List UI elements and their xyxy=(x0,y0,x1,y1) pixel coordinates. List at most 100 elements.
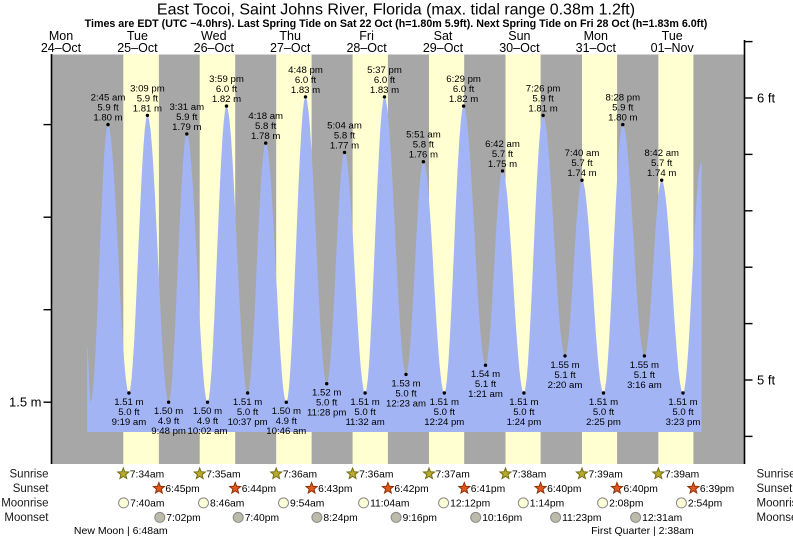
day-date: 29–Oct xyxy=(423,41,464,55)
low-tide-time: 9:19 am xyxy=(112,417,147,428)
low-tide-m: 1.54 m xyxy=(471,369,500,380)
day-name: Tue xyxy=(662,29,683,43)
day-date: 24–Oct xyxy=(41,41,82,55)
moonset-time: 7:40pm xyxy=(245,513,279,524)
high-tide-time: 3:31 am xyxy=(169,102,204,113)
tide-curve-layer xyxy=(87,96,702,433)
low-tide-time: 10:37 pm xyxy=(228,417,268,428)
low-tide-time: 11:28 pm xyxy=(307,408,346,419)
low-tide-time: 2:20 am xyxy=(548,380,583,391)
sunset-icon xyxy=(304,481,319,495)
moonrise-icon xyxy=(118,497,130,509)
high-tide-marker xyxy=(185,132,189,136)
row-label-sunrise-left: Sunrise xyxy=(10,469,49,481)
sunrise-time: 7:39am xyxy=(589,470,623,481)
sunset-icon xyxy=(610,481,624,495)
high-tide-ft: 6.0 ft xyxy=(374,75,396,86)
page-subtitle: Times are EDT (UTC −4.0hrs). Last Spring… xyxy=(85,18,708,30)
high-tide-m: 1.80 m xyxy=(608,113,637,124)
high-tide-time: 7:40 am xyxy=(565,148,600,159)
day-name: Mon xyxy=(584,29,608,43)
low-tide-m: 1.51 m xyxy=(589,397,618,408)
sunrise-time: 7:39am xyxy=(665,470,699,481)
high-tide-ft: 5.8 ft xyxy=(255,121,277,132)
low-tide-m: 1.51 m xyxy=(114,397,143,408)
sunrise-time: 7:38am xyxy=(512,470,546,481)
moonset-icon xyxy=(232,511,244,523)
moonset-icon xyxy=(154,511,166,523)
low-tide-time: 3:16 am xyxy=(627,380,662,391)
moonset-time: 10:16pm xyxy=(482,513,522,524)
sunset-time: 6:42pm xyxy=(394,484,428,495)
moon-phase-label: New Moon | 6:48am xyxy=(74,525,168,537)
high-tide-marker xyxy=(541,113,545,118)
high-tide-time: 6:42 am xyxy=(485,139,520,150)
right-axis-label-5ft: 5 ft xyxy=(757,372,775,387)
low-tide-ft: 5.0 ft xyxy=(434,407,456,418)
day-date: 27–Oct xyxy=(270,41,311,55)
low-tide-marker xyxy=(642,354,647,358)
high-tide-marker xyxy=(264,141,268,145)
sunset-time: 6:41pm xyxy=(471,484,505,495)
low-tide-m: 1.51 m xyxy=(509,397,538,408)
day-date: 26–Oct xyxy=(194,41,235,55)
high-tide-time: 2:45 am xyxy=(91,93,126,104)
high-tide-m: 1.74 m xyxy=(567,168,596,179)
low-tide-marker xyxy=(563,354,567,358)
tide-extreme-labels: 2:45 am5.9 ft1.80 m3:09 pm5.9 ft1.81 m 3:… xyxy=(91,65,701,437)
high-tide-time: 5:04 am xyxy=(327,120,362,131)
high-tide-m: 1.74 m xyxy=(647,168,676,179)
row-label-sunset-right: Sunset xyxy=(757,483,793,495)
high-tide-m: 1.80 m xyxy=(93,113,122,124)
sunset-icon xyxy=(228,481,242,495)
low-tide-marker xyxy=(483,363,488,367)
row-label-moonrise-left: Moonrise xyxy=(1,498,48,510)
low-tide-m: 1.50 m xyxy=(272,406,301,417)
sunset-icon xyxy=(381,481,395,495)
high-tide-time: 4:48 pm xyxy=(288,65,323,76)
high-tide-time: 5:37 pm xyxy=(367,65,402,76)
low-tide-marker xyxy=(601,391,606,395)
left-axis-label: 1.5 m xyxy=(9,394,42,409)
sunset-time: 6:44pm xyxy=(242,484,276,495)
day-date: 30–Oct xyxy=(499,41,540,55)
row-label-moonset-right: Moonset xyxy=(757,512,793,524)
moonset-icon xyxy=(470,511,482,523)
moonset-time: 11:23pm xyxy=(562,513,601,524)
low-tide-m: 1.50 m xyxy=(154,406,183,417)
moonset-icon xyxy=(550,511,562,523)
low-tide-time: 10:46 am xyxy=(266,426,306,437)
high-tide-m: 1.81 m xyxy=(133,103,162,114)
low-tide-marker xyxy=(166,400,171,404)
high-tide-ft: 5.7 ft xyxy=(651,158,673,169)
low-tide-time: 11:32 am xyxy=(345,417,384,428)
low-tide-m: 1.51 m xyxy=(233,397,262,408)
high-tide-m: 1.83 m xyxy=(370,85,399,96)
low-tide-marker xyxy=(245,391,250,395)
low-tide-ft: 4.9 ft xyxy=(197,416,219,427)
low-tide-m: 1.51 m xyxy=(350,397,379,408)
day-name: Mon xyxy=(49,29,73,43)
high-tide-m: 1.83 m xyxy=(291,85,320,96)
moon-phase-label: First Quarter | 2:38am xyxy=(591,525,694,537)
moonset-time: 7:02pm xyxy=(166,513,200,524)
day-name: Sun xyxy=(508,29,530,43)
low-tide-time: 2:25 pm xyxy=(586,417,621,428)
sunset-time: 6:45pm xyxy=(165,484,199,495)
low-tide-time: 10:02 am xyxy=(187,426,227,437)
high-tide-time: 5:51 am xyxy=(406,130,441,141)
high-tide-time: 7:26 pm xyxy=(526,83,561,94)
sunrise-icon xyxy=(575,466,589,480)
moonset-time: 9:16pm xyxy=(403,513,437,524)
high-tide-ft: 5.8 ft xyxy=(413,140,435,151)
day-date: 01–Nov xyxy=(651,41,695,55)
sunset-time: 6:39pm xyxy=(700,484,734,495)
moonrise-icon xyxy=(675,497,687,509)
low-tide-time: 9:48 pm xyxy=(151,426,186,437)
high-tide-marker xyxy=(106,122,110,127)
low-tide-ft: 4.9 ft xyxy=(276,416,298,427)
high-tide-time: 3:59 pm xyxy=(209,74,244,85)
low-tide-marker xyxy=(284,400,288,404)
moonrise-time: 11:04am xyxy=(370,499,409,510)
page-title: East Tocoi, Saint Johns River, Florida (… xyxy=(157,2,635,19)
